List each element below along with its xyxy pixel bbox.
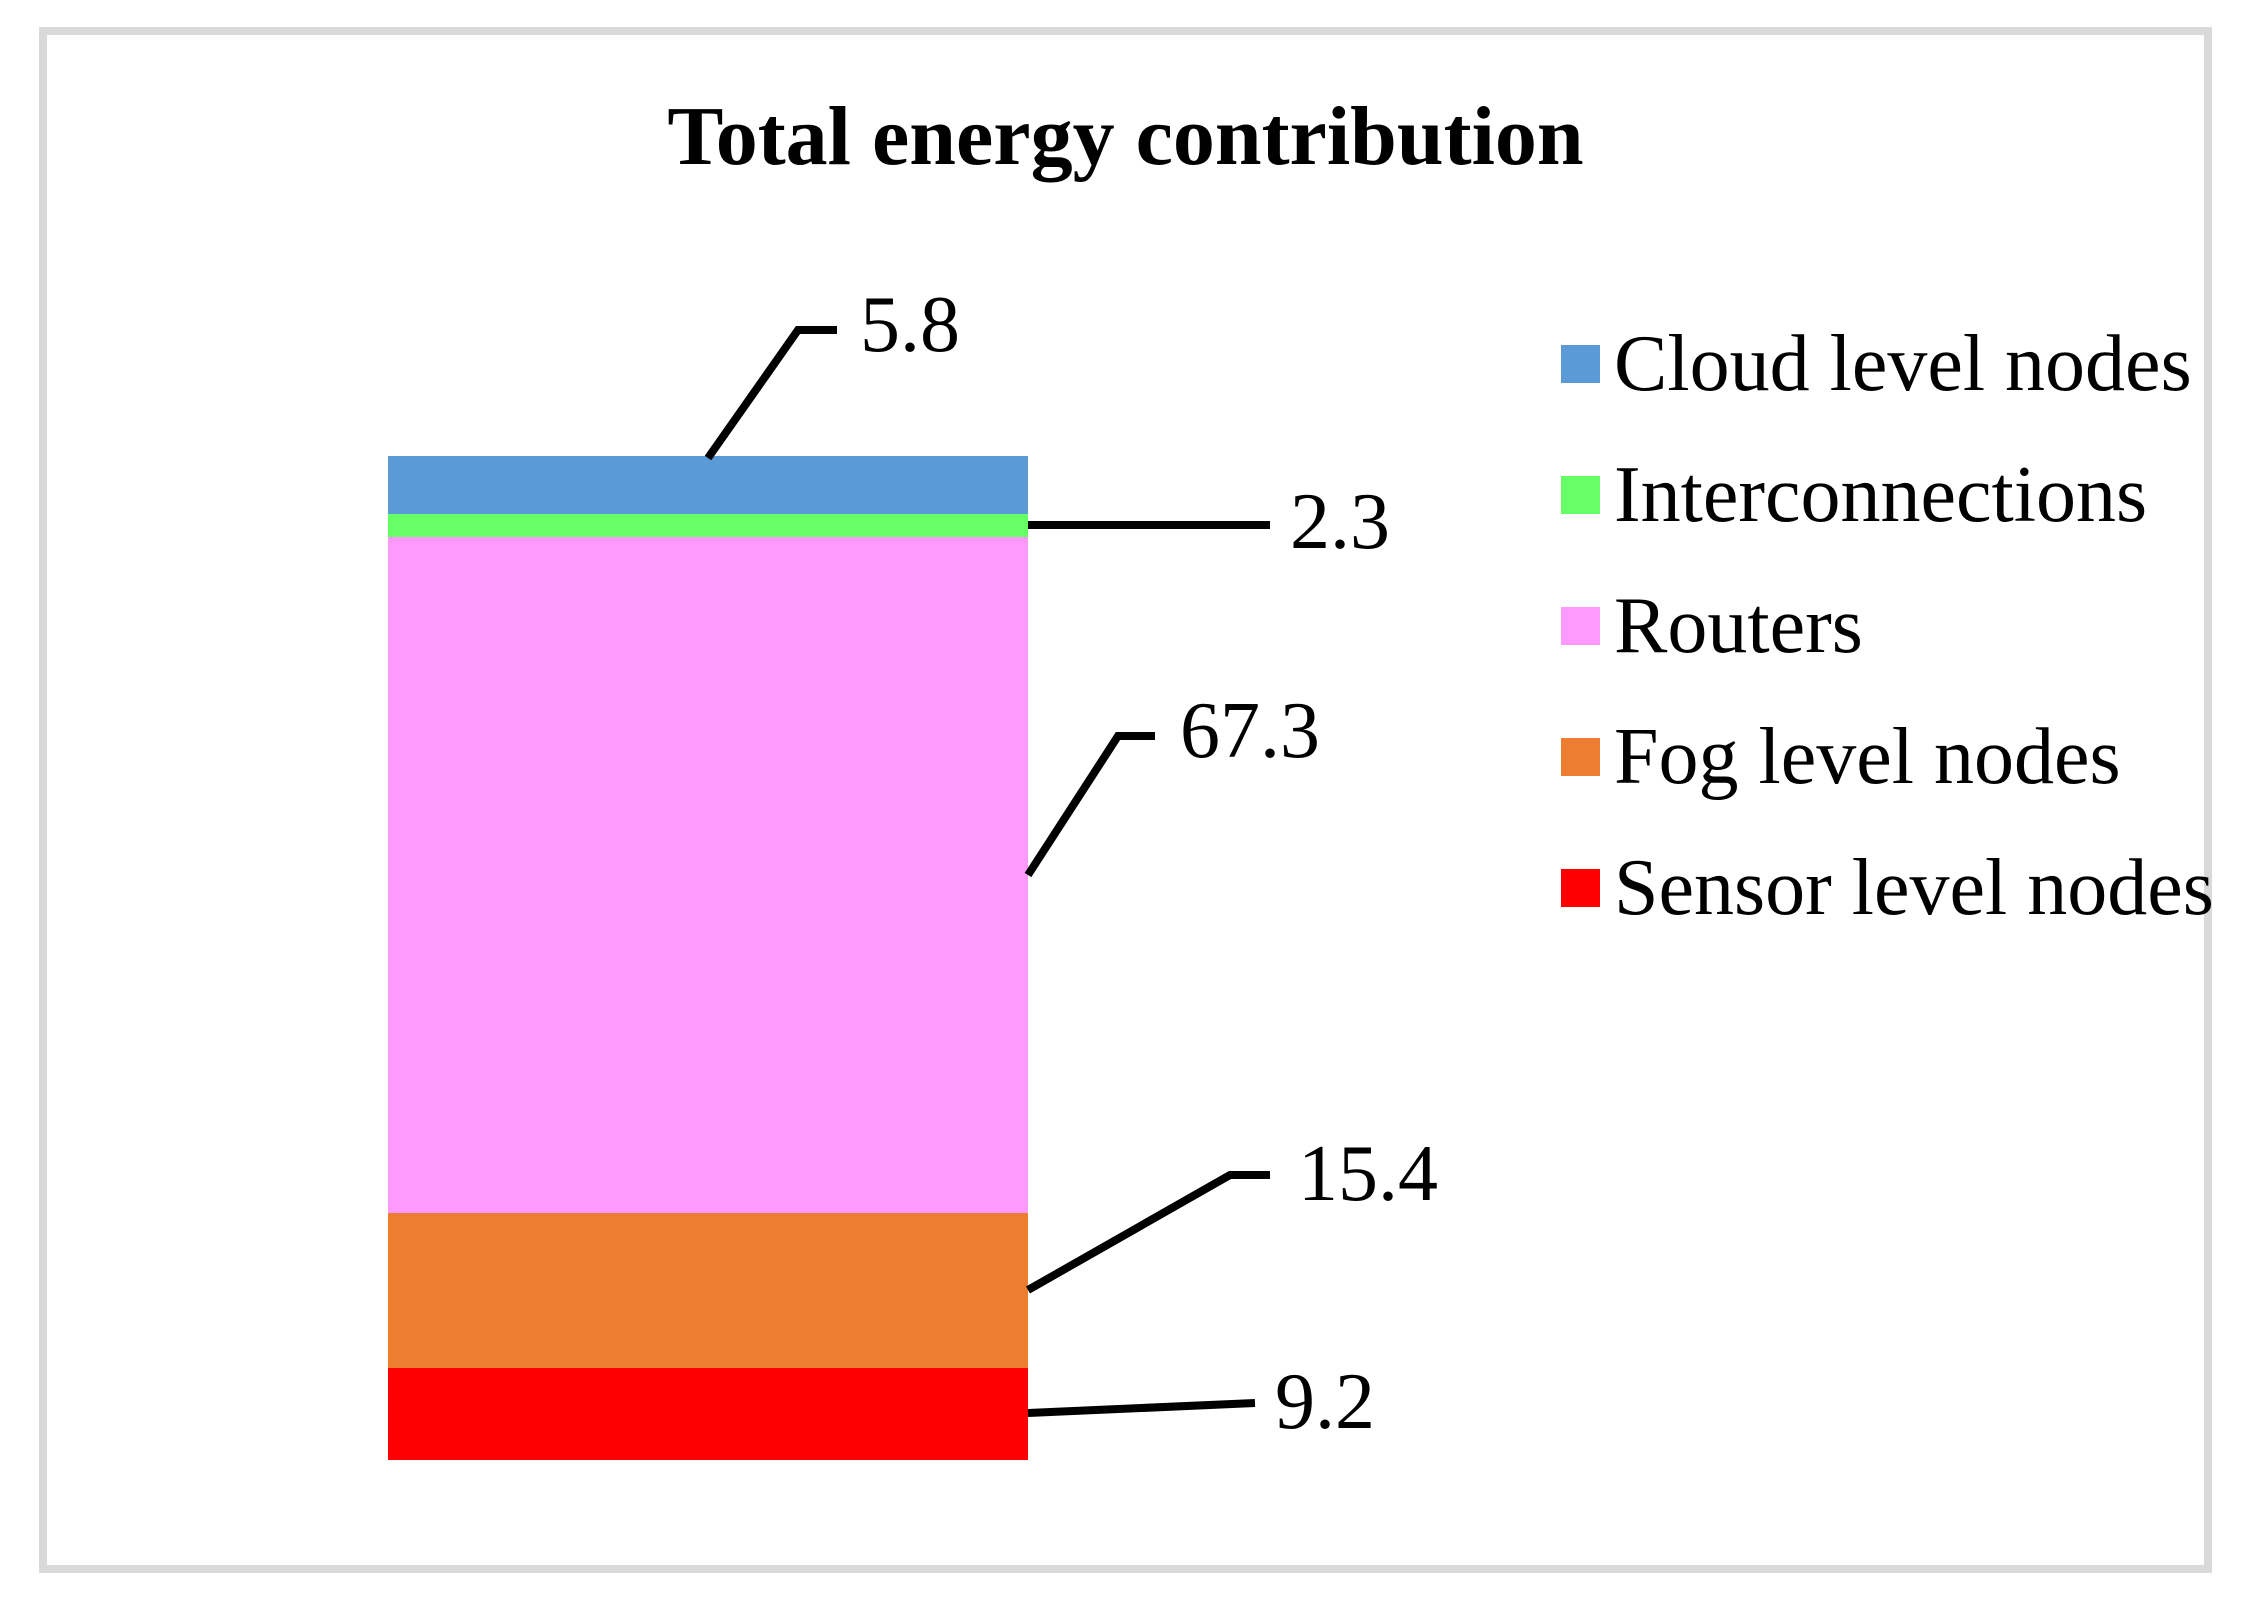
legend-label: Cloud level nodes [1614, 320, 2192, 408]
legend-label: Routers [1614, 582, 1863, 670]
legend-item-sensor-level-nodes: Sensor level nodes [1561, 844, 2214, 932]
legend-item-cloud-level-nodes: Cloud level nodes [1561, 320, 2214, 408]
data-label-fog-level-nodes: 15.4 [1298, 1130, 1438, 1218]
legend-item-routers: Routers [1561, 582, 2214, 670]
bar-segment-fog-level-nodes [388, 1212, 1028, 1368]
legend-label: Sensor level nodes [1614, 844, 2214, 932]
legend-swatch-icon [1561, 345, 1600, 383]
stacked-bar [388, 456, 1028, 1460]
legend: Cloud level nodes Interconnections Route… [1561, 320, 2214, 932]
legend-swatch-icon [1561, 869, 1600, 907]
bar-segment-interconnections [388, 514, 1028, 538]
data-label-cloud-level-nodes: 5.8 [860, 281, 960, 369]
legend-swatch-icon [1561, 607, 1600, 645]
legend-swatch-icon [1561, 738, 1600, 776]
data-label-routers: 67.3 [1180, 687, 1320, 775]
legend-label: Interconnections [1614, 451, 2148, 539]
legend-swatch-icon [1561, 476, 1600, 514]
chart-title: Total energy contribution [667, 90, 1584, 183]
legend-item-interconnections: Interconnections [1561, 451, 2214, 539]
legend-label: Fog level nodes [1614, 713, 2121, 801]
data-label-interconnections: 2.3 [1290, 478, 1390, 566]
bar-segment-routers [388, 537, 1028, 1213]
bar-segment-sensor-level-nodes [388, 1367, 1028, 1460]
bar-segment-cloud-level-nodes [388, 456, 1028, 515]
data-label-sensor-level-nodes: 9.2 [1275, 1358, 1375, 1446]
legend-item-fog-level-nodes: Fog level nodes [1561, 713, 2214, 801]
